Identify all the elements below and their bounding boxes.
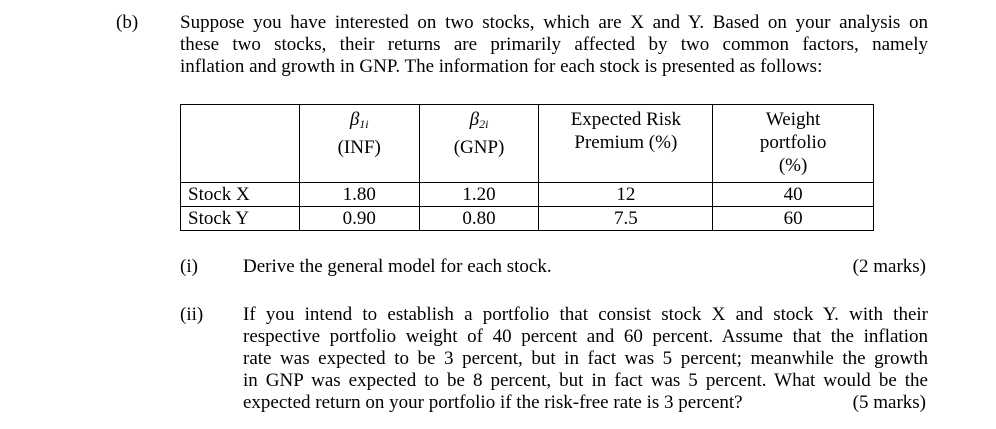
header-label: (GNP) — [453, 137, 505, 158]
question-text: If you intend to establish a portfolio t… — [243, 304, 928, 414]
stock-factor-table: β1i (INF) β2i (GNP) Expected Risk Premiu… — [180, 104, 874, 231]
table-header-row: β1i (INF) β2i (GNP) Expected Risk Premiu… — [180, 104, 874, 183]
stock-name-cell: Stock Y — [180, 206, 300, 231]
header-line: Premium (%) — [574, 132, 678, 153]
question-number: (i) — [180, 256, 198, 277]
question-line: respective portfolio weight of 40 percen… — [243, 326, 928, 347]
premium-cell: 7.5 — [538, 206, 714, 231]
weight-cell: 40 — [712, 182, 874, 207]
beta2-cell: 0.80 — [418, 206, 540, 231]
part-label: (b) — [116, 12, 139, 33]
question-number: (ii) — [180, 304, 204, 325]
table-row: Stock X 1.80 1.20 12 40 — [180, 182, 874, 207]
weight-cell: 60 — [712, 206, 874, 231]
intro-paragraph: Suppose you have interested on two stock… — [180, 12, 928, 78]
intro-line: inflation and growth in GNP. The informa… — [180, 56, 823, 77]
beta1-cell: 0.90 — [298, 206, 420, 231]
header-line: portfolio — [759, 132, 827, 153]
question-marks: (5 marks) — [852, 392, 926, 413]
question-line: rate was expected to be 3 percent, but i… — [243, 348, 928, 369]
beta-subscript: 1i — [359, 117, 369, 131]
question-marks: (2 marks) — [852, 256, 926, 277]
header-beta2: β2i (GNP) — [418, 104, 540, 183]
empty-header-cell — [180, 104, 300, 183]
header-label: (INF) — [337, 137, 381, 158]
header-beta1: β1i (INF) — [298, 104, 420, 183]
question-line: expected return on your portfolio if the… — [243, 392, 743, 413]
beta1-cell: 1.80 — [298, 182, 420, 207]
header-line: (%) — [778, 155, 808, 176]
intro-line: these two stocks, their returns are prim… — [180, 34, 928, 55]
question-line: If you intend to establish a portfolio t… — [243, 304, 928, 325]
stock-name-cell: Stock X — [180, 182, 300, 207]
header-premium: Expected Risk Premium (%) — [538, 104, 714, 183]
header-weight: Weight portfolio (%) — [712, 104, 874, 183]
header-line: Weight — [765, 109, 821, 130]
question-line: in GNP was expected to be 8 percent, but… — [243, 370, 928, 391]
beta-symbol: β — [469, 109, 480, 130]
header-line: Expected Risk — [570, 109, 681, 130]
question-text: Derive the general model for each stock. — [243, 256, 552, 277]
beta-subscript: 2i — [479, 117, 489, 131]
table-row: Stock Y 0.90 0.80 7.5 60 — [180, 206, 874, 231]
intro-line: Suppose you have interested on two stock… — [180, 12, 928, 33]
beta-symbol: β — [349, 109, 360, 130]
beta2-cell: 1.20 — [418, 182, 540, 207]
premium-cell: 12 — [538, 182, 714, 207]
